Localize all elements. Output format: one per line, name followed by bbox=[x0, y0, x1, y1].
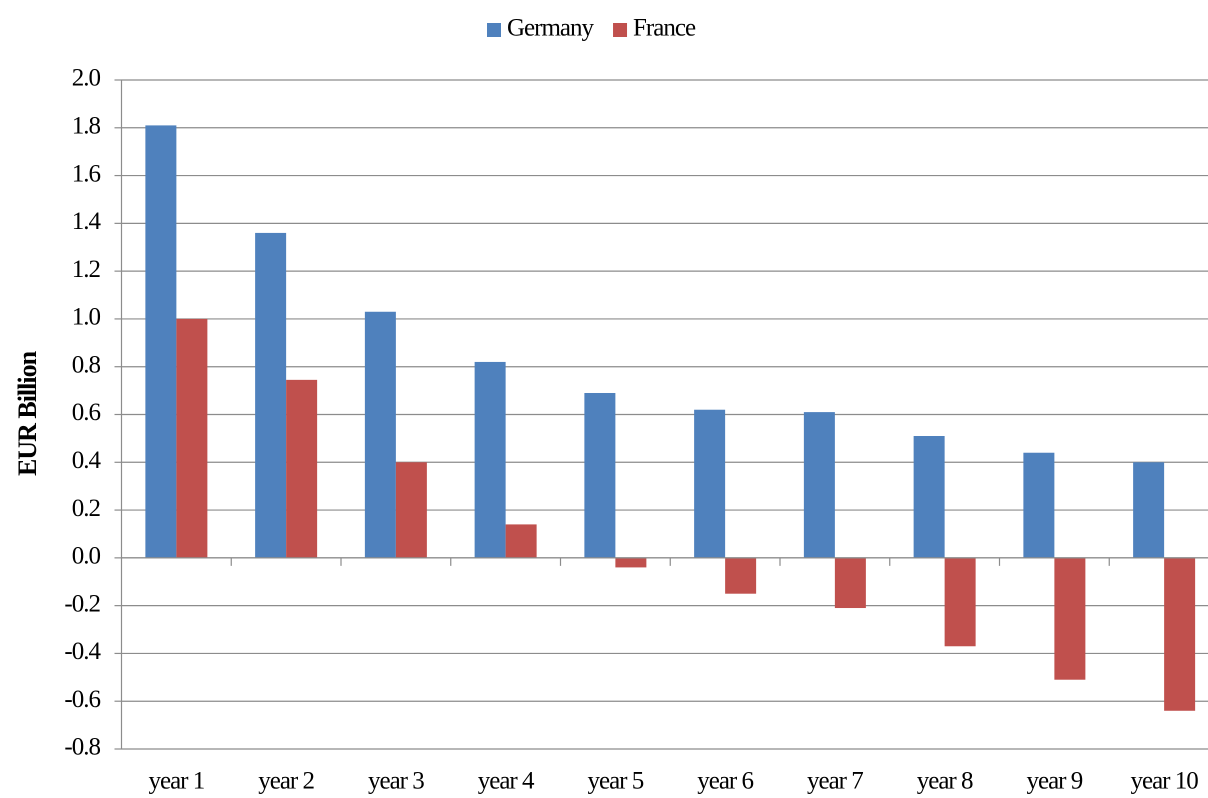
legend-label: France bbox=[633, 15, 696, 42]
bar bbox=[803, 412, 835, 558]
legend-swatch bbox=[487, 23, 501, 37]
bar bbox=[145, 125, 177, 558]
bar bbox=[255, 232, 287, 558]
y-axis-label: EUR Billion bbox=[13, 350, 42, 476]
y-tick-label: 1.8 bbox=[72, 113, 101, 140]
bar bbox=[474, 361, 506, 558]
x-tick-label: year 3 bbox=[368, 768, 424, 795]
x-tick-label: year 4 bbox=[478, 768, 535, 795]
x-tick-label: year 1 bbox=[148, 768, 204, 795]
y-tick-label: 0.2 bbox=[72, 495, 101, 522]
y-tick-label: 0.6 bbox=[72, 399, 101, 426]
y-tick-label: 1.0 bbox=[72, 304, 101, 331]
x-tick-label: year 5 bbox=[587, 768, 643, 795]
bar bbox=[176, 318, 208, 558]
x-tick-label: year 6 bbox=[697, 768, 753, 795]
bar bbox=[364, 311, 396, 558]
bar bbox=[1054, 557, 1086, 680]
y-tick-label: 0.4 bbox=[72, 447, 102, 474]
x-tick-label: year 9 bbox=[1026, 768, 1082, 795]
bar bbox=[694, 409, 726, 558]
y-tick-label: -0.4 bbox=[64, 638, 101, 665]
x-tick-label: year 10 bbox=[1130, 768, 1198, 795]
bar bbox=[505, 524, 537, 558]
y-tick-label: 1.4 bbox=[72, 208, 102, 235]
y-tick-label: 2.0 bbox=[72, 65, 101, 92]
bar bbox=[286, 379, 318, 558]
legend-swatch bbox=[613, 23, 628, 37]
bar bbox=[944, 557, 976, 647]
x-tick-label: year 2 bbox=[258, 768, 314, 795]
bar bbox=[1133, 462, 1165, 558]
y-tick-label: -0.2 bbox=[64, 590, 100, 617]
x-tick-label: year 7 bbox=[807, 768, 863, 795]
y-tick-label: 1.6 bbox=[72, 160, 101, 187]
bar bbox=[1023, 452, 1055, 558]
bar bbox=[395, 462, 427, 558]
bar bbox=[725, 557, 757, 594]
bar bbox=[615, 557, 647, 568]
y-tick-label: -0.8 bbox=[64, 734, 100, 761]
bar bbox=[913, 436, 945, 558]
legend-label: Germany bbox=[507, 15, 595, 42]
y-tick-label: 0.0 bbox=[72, 543, 101, 570]
y-tick-label: 1.2 bbox=[72, 256, 101, 283]
bar bbox=[1164, 557, 1196, 711]
bar bbox=[584, 392, 616, 558]
y-tick-label: -0.6 bbox=[64, 686, 100, 713]
x-tick-label: year 8 bbox=[917, 768, 973, 795]
y-tick-label: 0.8 bbox=[72, 351, 101, 378]
bar bbox=[834, 557, 866, 609]
